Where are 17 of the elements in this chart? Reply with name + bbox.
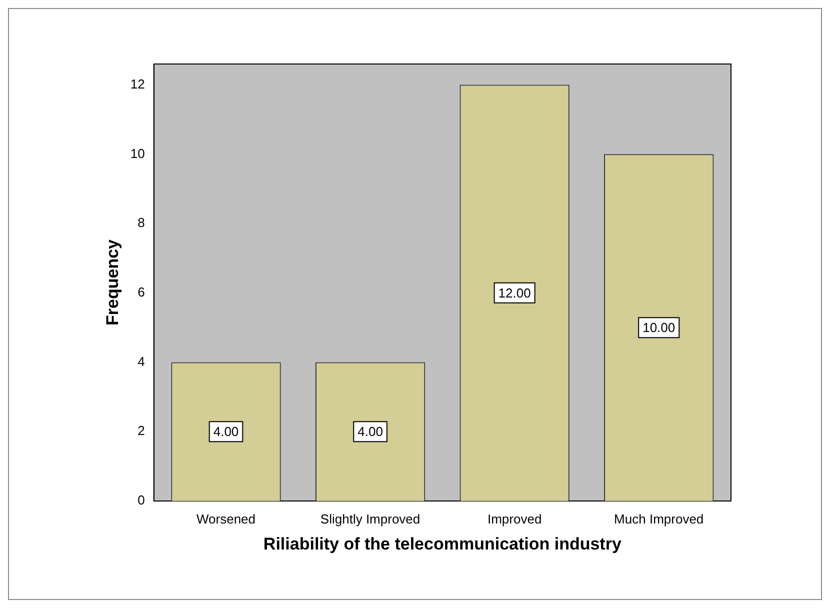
x-tick-label: Much Improved [614, 511, 704, 526]
data-label: 12.00 [498, 285, 531, 300]
x-tick-label: Improved [487, 511, 542, 526]
data-label: 4.00 [213, 424, 239, 440]
y-axis-title: Frequency [102, 238, 122, 326]
y-tick-label: 2 [138, 423, 145, 438]
data-label: 4.00 [358, 424, 383, 440]
x-tick-label: Worsened [196, 511, 256, 526]
data-label: 10.00 [642, 320, 676, 336]
x-axis-title: Riliability of the telecommunication industry [263, 534, 622, 554]
y-tick-label: 4 [138, 354, 145, 369]
y-tick-label: 0 [138, 492, 145, 508]
y-tick-label: 12 [130, 76, 145, 92]
y-tick-label: 10 [130, 146, 145, 161]
y-tick-label: 8 [138, 215, 145, 230]
y-tick-label: 6 [138, 284, 145, 300]
x-tick-label: Slightly Improved [320, 511, 420, 526]
